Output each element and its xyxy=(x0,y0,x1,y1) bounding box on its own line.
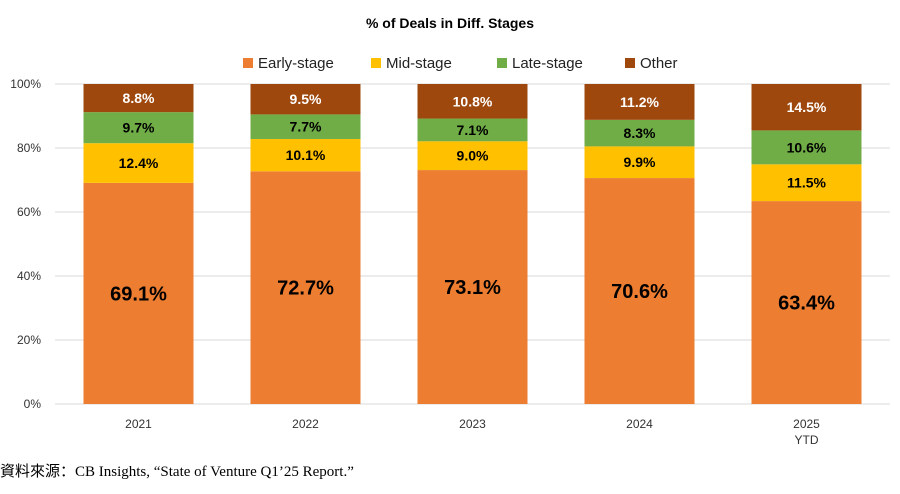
data-label: 14.5% xyxy=(787,99,827,115)
data-label: 9.5% xyxy=(290,91,322,107)
bar-segment-other xyxy=(584,84,695,120)
data-label: 9.0% xyxy=(457,148,489,164)
data-label: 9.7% xyxy=(123,120,155,136)
data-label: 63.4% xyxy=(778,293,835,315)
legend-item: Late-stage xyxy=(497,55,583,72)
bar-segment-early-stage xyxy=(417,170,528,404)
legend-item: Other xyxy=(625,55,678,72)
x-tick-label: 2025 xyxy=(793,417,820,431)
bar-segment-late-stage xyxy=(250,114,361,140)
data-label: 9.9% xyxy=(624,154,656,170)
y-tick-label: 100% xyxy=(10,77,41,91)
bar-segment-late-stage xyxy=(584,119,695,147)
bar-segment-early-stage xyxy=(751,201,862,404)
source-note: 資料來源：CB Insights, “State of Venture Q1’2… xyxy=(0,464,354,480)
data-label: 7.7% xyxy=(290,119,322,135)
bar-segment-other xyxy=(751,84,862,131)
data-label: 10.1% xyxy=(286,147,326,163)
x-tick-label: 2024 xyxy=(626,417,653,431)
y-tick-label: 60% xyxy=(17,205,41,219)
data-label: 72.7% xyxy=(277,278,334,300)
legend-swatch xyxy=(243,58,253,68)
legend-label: Late-stage xyxy=(512,55,583,72)
bar-segment-mid-stage xyxy=(584,146,695,179)
data-label: 11.2% xyxy=(620,94,659,110)
bar-segment-early-stage xyxy=(83,182,194,404)
bar-segment-other xyxy=(250,84,361,115)
x-tick-label: 2021 xyxy=(125,417,152,431)
data-label: 10.6% xyxy=(787,139,827,155)
bar-segment-mid-stage xyxy=(83,143,194,183)
data-label: 10.8% xyxy=(453,93,493,109)
y-tick-label: 40% xyxy=(17,269,41,283)
legend-swatch xyxy=(625,58,635,68)
legend-swatch xyxy=(371,58,381,68)
x-tick-label: 2023 xyxy=(459,417,486,431)
legend-label: Other xyxy=(640,55,678,72)
bar-segment-mid-stage xyxy=(250,139,361,172)
bar-segment-late-stage xyxy=(83,112,194,144)
bar-segment-late-stage xyxy=(751,130,862,165)
chart-title: % of Deals in Diff. Stages xyxy=(366,15,534,31)
bar-segment-mid-stage xyxy=(417,141,528,171)
bar-segment-early-stage xyxy=(584,178,695,404)
data-label: 7.1% xyxy=(457,122,489,138)
legend-item: Early-stage xyxy=(243,55,334,72)
data-label: 12.4% xyxy=(119,155,159,171)
data-label: 8.3% xyxy=(624,125,656,141)
data-label: 69.1% xyxy=(110,283,167,305)
data-label: 70.6% xyxy=(611,281,668,303)
legend-label: Early-stage xyxy=(258,55,334,72)
data-label: 8.8% xyxy=(123,90,155,106)
legend-item: Mid-stage xyxy=(371,55,452,72)
legend-label: Mid-stage xyxy=(386,55,452,72)
y-tick-label: 0% xyxy=(24,397,42,411)
bar-segment-other xyxy=(417,84,528,119)
data-label: 11.5% xyxy=(787,175,826,191)
y-tick-label: 20% xyxy=(17,333,41,347)
data-label: 73.1% xyxy=(444,277,501,299)
x-tick-label: 2022 xyxy=(292,417,319,431)
x-tick-label: YTD xyxy=(795,433,819,447)
legend-swatch xyxy=(497,58,507,68)
bar-segment-mid-stage xyxy=(751,164,862,202)
y-tick-label: 80% xyxy=(17,141,41,155)
bar-segment-other xyxy=(83,84,194,113)
bar-segment-late-stage xyxy=(417,118,528,142)
bar-segment-early-stage xyxy=(250,171,361,404)
